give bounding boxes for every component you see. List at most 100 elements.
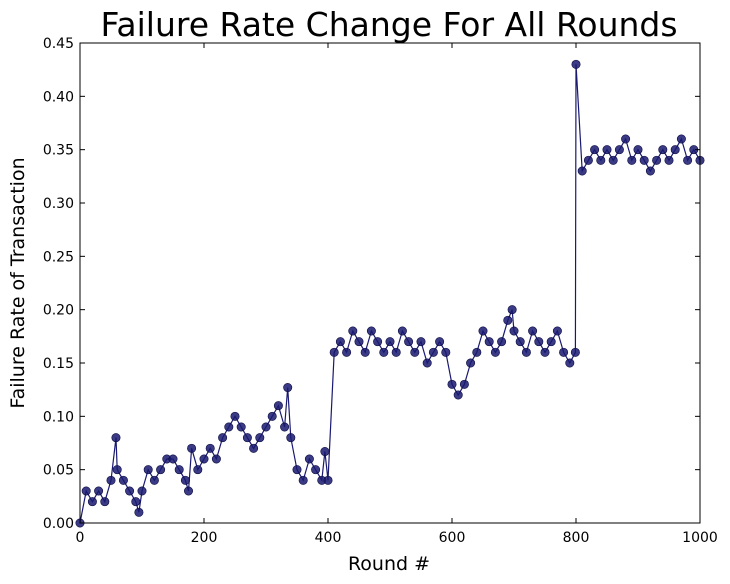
data-point — [187, 443, 197, 453]
data-point — [218, 433, 228, 443]
data-point — [323, 475, 333, 485]
data-point — [509, 326, 519, 336]
data-point — [559, 347, 569, 357]
data-point — [131, 497, 141, 507]
data-point — [87, 497, 97, 507]
chart-title: Failure Rate Change For All Rounds — [100, 5, 677, 44]
data-point — [286, 433, 296, 443]
data-point — [664, 155, 674, 165]
data-point — [447, 379, 457, 389]
data-point — [552, 326, 562, 336]
data-point — [683, 155, 693, 165]
data-point — [627, 155, 637, 165]
data-point — [583, 155, 593, 165]
data-point — [373, 337, 383, 347]
data-point — [273, 401, 283, 411]
data-point — [304, 454, 314, 464]
data-point — [261, 422, 271, 432]
data-point — [283, 383, 293, 393]
data-point — [379, 347, 389, 357]
data-point — [435, 337, 445, 347]
data-point — [639, 155, 649, 165]
data-point — [348, 326, 358, 336]
data-point — [134, 507, 144, 517]
data-point — [658, 145, 668, 155]
data-point — [149, 475, 159, 485]
data-point — [596, 155, 606, 165]
y-tick-label: 0.45 — [43, 36, 74, 52]
data-point — [416, 337, 426, 347]
data-point — [205, 443, 215, 453]
data-point — [391, 347, 401, 357]
y-tick-label: 0.10 — [43, 409, 74, 425]
data-point — [577, 166, 587, 176]
axis-ticks: 0 200 400 600 800 1000 0.00 0.05 0.10 0.15 0.20 0.2… — [43, 36, 718, 546]
series-line — [79, 64, 701, 524]
data-point — [180, 475, 190, 485]
data-point — [125, 486, 135, 496]
data-point — [397, 326, 407, 336]
x-tick-label: 600 — [439, 530, 466, 546]
data-point — [81, 486, 91, 496]
data-point — [255, 433, 265, 443]
data-point — [652, 155, 662, 165]
data-point — [466, 358, 476, 368]
data-point — [106, 475, 116, 485]
data-point — [410, 347, 420, 357]
data-point — [515, 337, 525, 347]
data-point — [422, 358, 432, 368]
data-point — [670, 145, 680, 155]
data-point — [111, 433, 121, 443]
data-point — [546, 337, 556, 347]
data-point — [298, 475, 308, 485]
data-point — [118, 475, 128, 485]
data-point — [428, 347, 438, 357]
data-point — [249, 443, 259, 453]
data-point — [534, 337, 544, 347]
data-point — [267, 411, 277, 421]
data-point — [156, 465, 166, 475]
data-point — [478, 326, 488, 336]
data-point — [360, 347, 370, 357]
data-point — [354, 337, 364, 347]
data-point — [645, 166, 655, 176]
x-tick-label: 800 — [563, 530, 590, 546]
x-tick-label: 1000 — [682, 530, 718, 546]
y-tick-label: 0.20 — [43, 303, 74, 319]
data-point — [329, 347, 339, 357]
y-tick-label: 0.15 — [43, 356, 74, 372]
data-point — [570, 347, 580, 357]
data-point — [174, 465, 184, 475]
data-point — [676, 134, 686, 144]
data-point — [342, 347, 352, 357]
data-point — [292, 465, 302, 475]
data-point — [385, 337, 395, 347]
data-point — [112, 465, 122, 475]
y-tick-label: 0.35 — [43, 143, 74, 159]
data-point — [459, 379, 469, 389]
data-point — [571, 59, 581, 69]
x-tick-label: 0 — [76, 530, 85, 546]
data-point — [503, 315, 513, 325]
data-point — [590, 145, 600, 155]
x-tick-label: 400 — [315, 530, 342, 546]
data-point — [633, 145, 643, 155]
data-point — [608, 155, 618, 165]
data-point — [242, 433, 252, 443]
data-point — [211, 454, 221, 464]
data-point — [230, 411, 240, 421]
data-point — [441, 347, 451, 357]
data-point — [528, 326, 538, 336]
data-point — [224, 422, 234, 432]
y-tick-label: 0.00 — [43, 516, 74, 532]
data-point — [507, 305, 517, 315]
data-point — [621, 134, 631, 144]
data-point — [366, 326, 376, 336]
data-point — [94, 486, 104, 496]
x-axis-label: Round # — [348, 553, 430, 575]
data-point — [490, 347, 500, 357]
data-point — [311, 465, 321, 475]
data-point — [565, 358, 575, 368]
data-point — [137, 486, 147, 496]
